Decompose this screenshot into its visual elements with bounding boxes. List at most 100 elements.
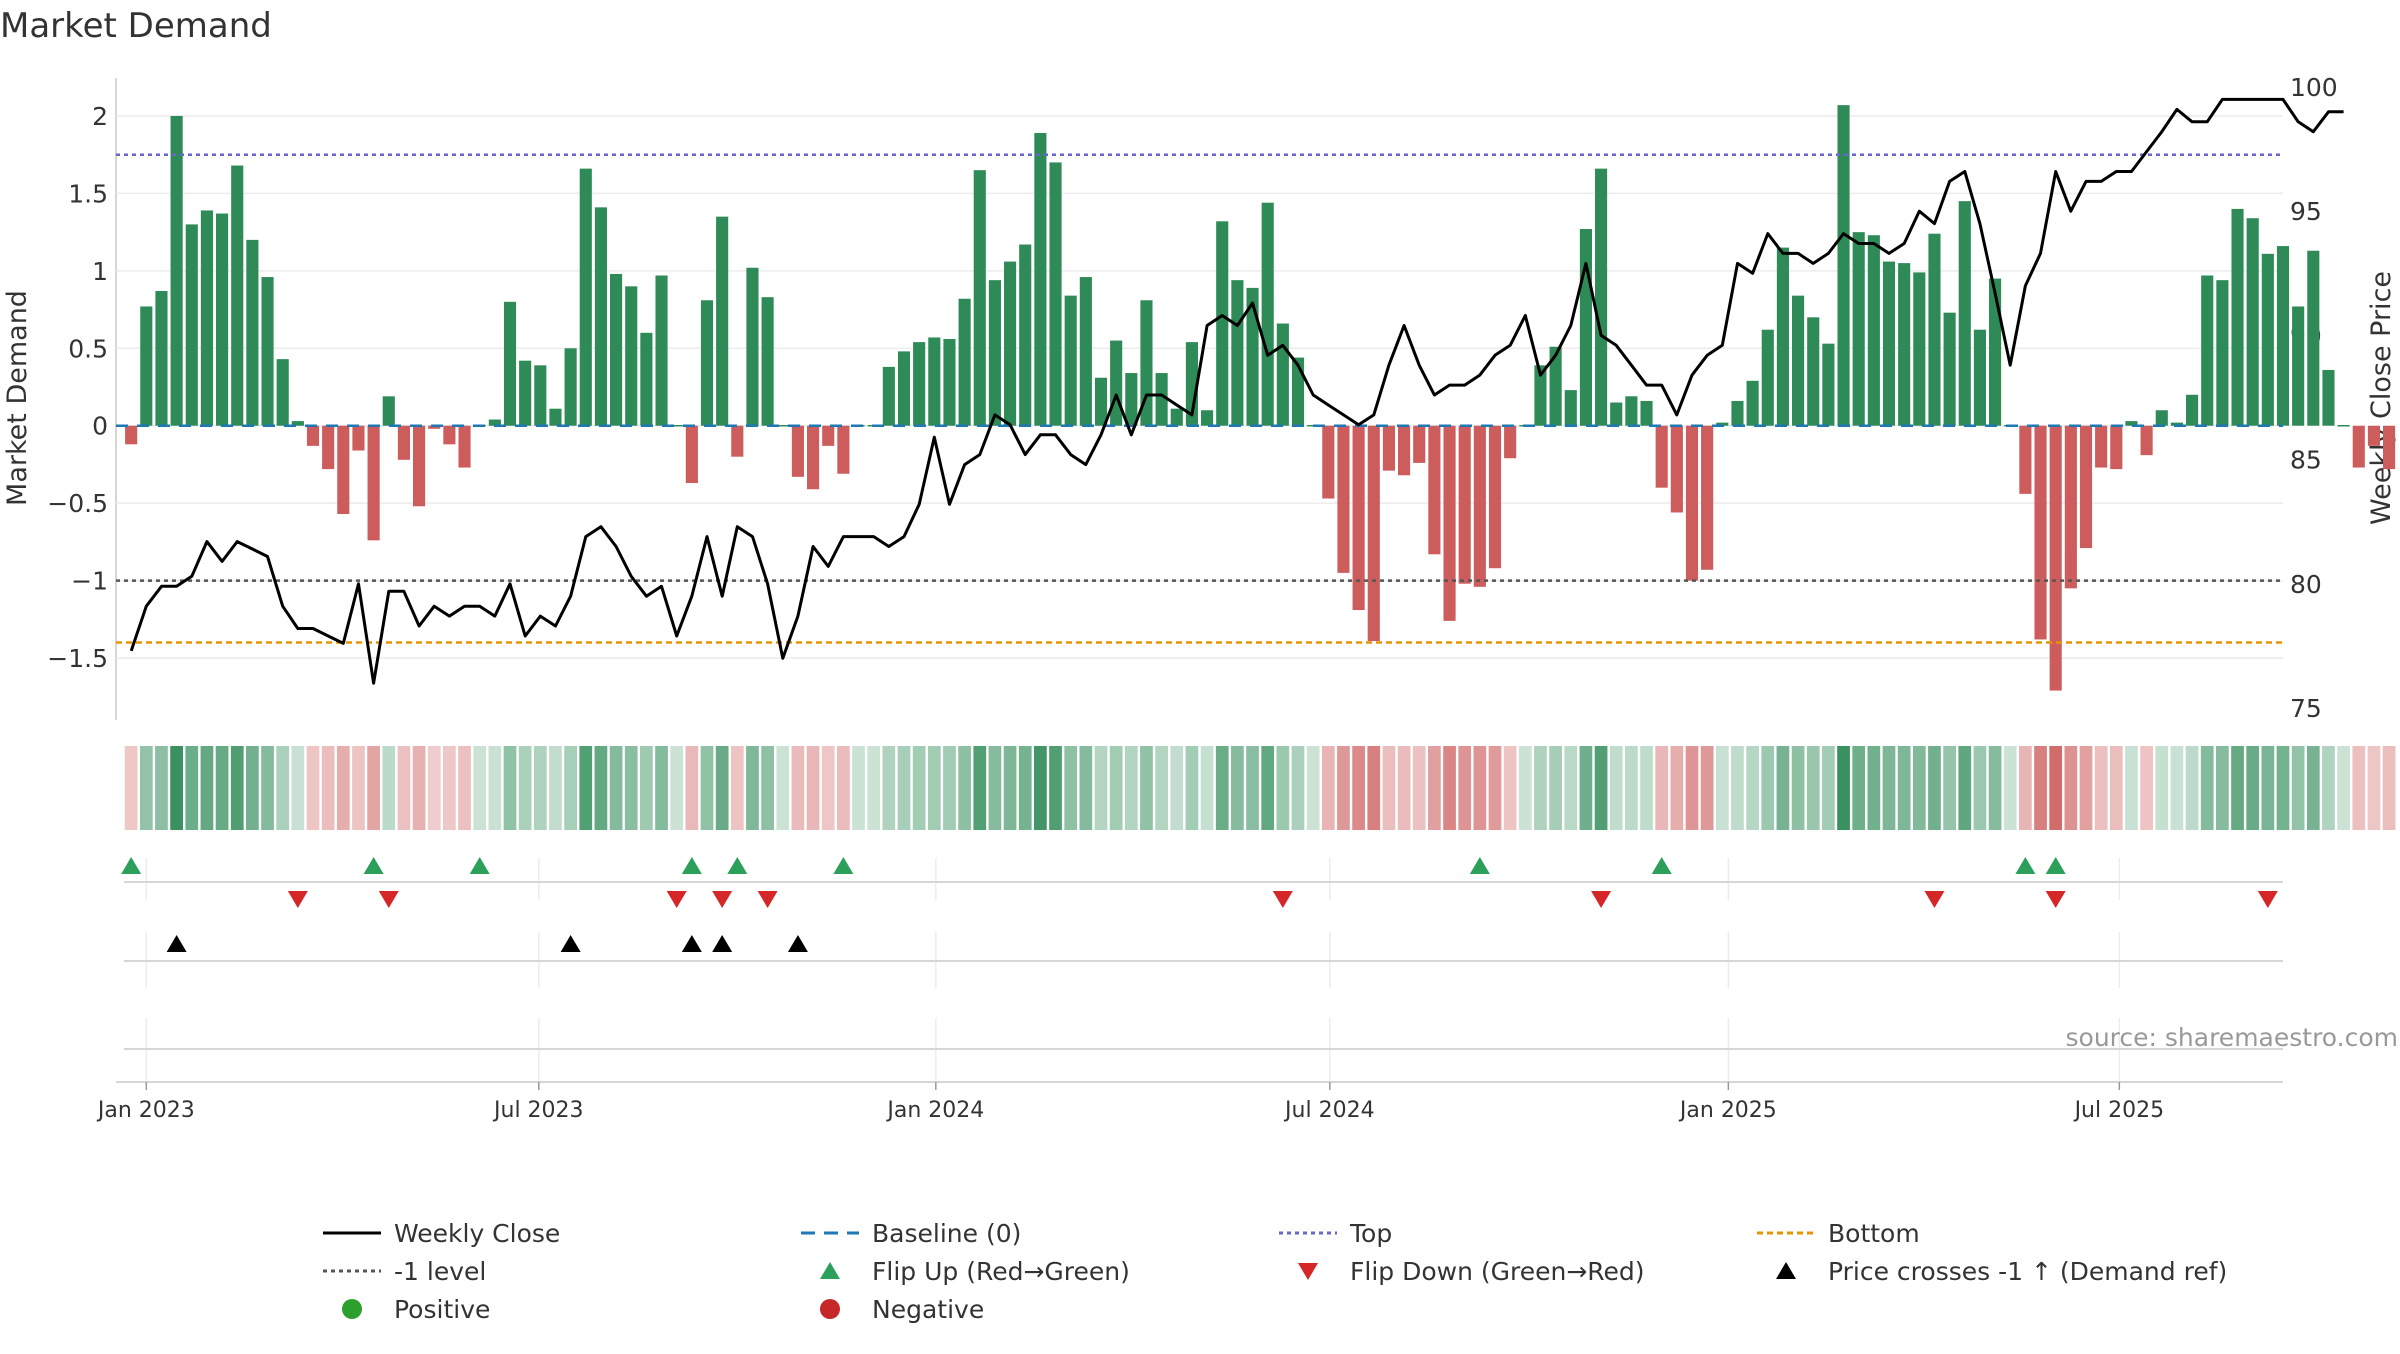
flip-down-marker	[666, 891, 687, 908]
heat-cell	[761, 746, 774, 830]
heat-cell	[2231, 746, 2244, 830]
heat-cell	[837, 746, 850, 830]
y-tick-label: 2	[92, 102, 108, 131]
heat-cell	[2170, 746, 2184, 830]
heat-cell	[776, 746, 790, 830]
heat-cell	[1337, 746, 1350, 830]
heat-cell	[1700, 746, 1714, 830]
demand-bar	[1595, 168, 1608, 426]
demand-bar	[2201, 275, 2214, 426]
demand-bar	[897, 351, 911, 426]
demand-bar	[670, 424, 683, 427]
heat-cell	[321, 746, 335, 830]
flip-up-marker	[469, 857, 490, 874]
heat-cell	[1761, 746, 1775, 830]
demand-bar	[382, 396, 395, 426]
heat-cell	[1867, 746, 1881, 830]
heat-cell	[988, 746, 1002, 830]
demand-bar	[1019, 244, 1032, 426]
demand-bar	[1731, 400, 1744, 426]
y-tick-label: −0.5	[47, 489, 108, 518]
y-axis-label: Market Demand	[2, 290, 33, 506]
heat-cell	[1200, 746, 1214, 830]
heat-cell	[791, 746, 805, 830]
heat-cell	[246, 746, 259, 830]
heat-cell	[1670, 746, 1684, 830]
demand-bar	[1110, 340, 1123, 426]
heat-cell	[1564, 746, 1578, 830]
heat-cell	[700, 746, 714, 830]
flip-down-marker	[757, 891, 778, 908]
weekly-close-line	[129, 97, 2344, 685]
legend-symbol-dot	[342, 1299, 362, 1319]
demand-bar	[564, 348, 577, 426]
demand-bar	[1746, 380, 1759, 426]
demand-bar	[185, 224, 198, 426]
heat-cell	[1822, 746, 1835, 830]
heat-cell	[276, 746, 290, 830]
flip-down-marker	[712, 891, 733, 908]
demand-bar	[1958, 201, 1971, 426]
demand-bar	[1216, 221, 1229, 426]
demand-bar	[928, 337, 941, 426]
flip-down-marker	[2257, 891, 2278, 908]
heat-cell	[382, 746, 396, 830]
demand-bar	[1852, 232, 1865, 426]
demand-bar	[1155, 373, 1168, 426]
heat-cell	[1155, 746, 1168, 830]
legend: Weekly Close Baseline (0) Top Bottom -1 leve…	[323, 1219, 2227, 1324]
demand-bar	[625, 286, 638, 426]
heat-cell	[261, 746, 274, 830]
demand-bar	[428, 425, 441, 429]
heat-cell	[1034, 746, 1047, 830]
heat-cell	[1064, 746, 1078, 830]
demand-bar	[1261, 202, 1274, 426]
demand-bar	[822, 425, 835, 446]
heat-cell	[1715, 746, 1729, 830]
legend-item: Negative	[820, 1295, 984, 1324]
heat-cell	[2261, 746, 2275, 830]
heat-cell	[1655, 746, 1669, 830]
heat-cell	[1018, 746, 1032, 830]
demand-bar	[2367, 425, 2380, 446]
demand-bar	[882, 366, 895, 426]
demand-bar	[367, 425, 380, 541]
legend-label: Price crosses -1 ↑ (Demand ref)	[1828, 1257, 2227, 1286]
demand-bar	[1367, 425, 1380, 642]
demand-bar	[200, 210, 213, 426]
heat-cell	[170, 746, 183, 830]
demand-bar	[413, 425, 426, 507]
demand-bar	[1822, 343, 1835, 426]
heat-cell	[1109, 746, 1123, 830]
heat-cell	[1321, 746, 1335, 830]
heat-cell	[2306, 746, 2320, 830]
price-cross-marker	[712, 935, 733, 952]
heat-cell	[1049, 746, 1062, 830]
demand-bar	[216, 213, 229, 426]
heat-cell	[2155, 746, 2169, 830]
y-tick-label: 1.5	[68, 179, 108, 208]
y2-tick-label: 75	[2290, 694, 2322, 723]
legend-symbol-down-triangle	[1298, 1263, 1318, 1280]
heat-cell	[973, 746, 987, 830]
heat-cell	[1746, 746, 1759, 830]
demand-bar	[655, 275, 668, 426]
demand-bar	[1443, 425, 1456, 621]
heat-cell	[1882, 746, 1896, 830]
demand-bar	[2246, 218, 2259, 426]
demand-bar	[943, 339, 956, 426]
heat-cell	[1382, 746, 1396, 830]
legend-item: Top	[1279, 1219, 1392, 1248]
demand-bar	[291, 421, 304, 426]
demand-bar	[1458, 425, 1471, 584]
demand-bar	[1276, 323, 1289, 426]
demand-bar	[261, 277, 274, 426]
heat-cell	[1837, 746, 1850, 830]
heat-cell	[367, 746, 380, 830]
heat-cell	[2140, 746, 2153, 830]
demand-bar	[776, 424, 789, 427]
legend-item: Flip Up (Red→Green)	[820, 1257, 1130, 1286]
heat-cell	[1943, 746, 1956, 830]
heat-cell	[1185, 746, 1199, 830]
